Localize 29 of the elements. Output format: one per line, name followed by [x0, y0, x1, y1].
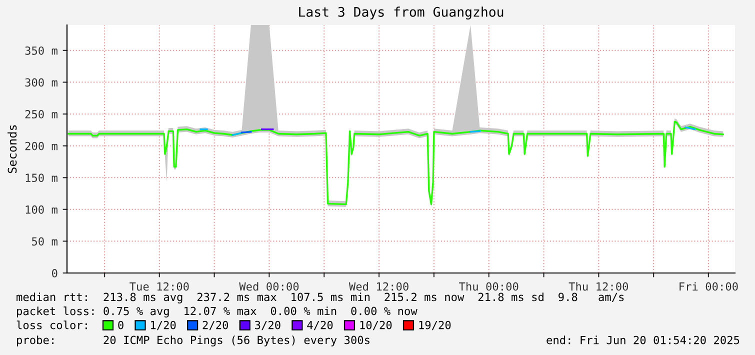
y-tick-label: 100 m: [26, 205, 58, 214]
legend-label: 1/20: [151, 320, 176, 330]
text: probe: 20 ICMP Echo Pings (56 Bytes) every 300s: [17, 336, 370, 346]
y-tick-label: 0: [52, 269, 58, 278]
legend-label: 19/20: [419, 320, 451, 330]
x-tick-label: Wed 12:00: [348, 282, 408, 291]
y-tick-label: 200 m: [25, 142, 58, 150]
legend-label: 0: [118, 320, 124, 330]
text: packet loss: 0.75 % avg 12.07 % max 0.00 % min 0.00 % now: [17, 306, 418, 318]
legend-label: 4/20: [307, 320, 333, 330]
y-tick-label: 300 m: [25, 78, 58, 87]
y-tick-label: 150 m: [26, 174, 58, 182]
legend-label: 3/20: [255, 320, 280, 330]
y-tick-label: 250 m: [25, 110, 58, 118]
line-series: [68, 120, 724, 206]
legend-label: 10/20: [360, 320, 392, 330]
text: median rtt: 213.8 ms avg 237.2 ms max 107.5 ms min 215.2 ms now 21.8 ms sd 9.8 am/s: [16, 292, 624, 304]
x-tick-label: Fri 00:00: [680, 282, 738, 291]
x-tick-label: Wed 00:00: [239, 282, 299, 291]
legend-label: 2/20: [202, 320, 228, 330]
x-tick-label: Tue 12:00: [130, 282, 189, 291]
y-axis-title: Seconds: [8, 125, 17, 174]
y-tick-label: 350 m: [25, 46, 58, 55]
y-tick-label: 50 m: [32, 237, 58, 246]
chart-title: Last 3 Days from Guangzhou: [299, 6, 504, 20]
text: end: Fri Jun 20 01:54:20 2025: [546, 336, 740, 344]
legend-title: loss color:: [16, 320, 87, 330]
x-tick-label: Thu 00:00: [459, 282, 518, 291]
x-tick-label: Thu 12:00: [568, 282, 628, 291]
